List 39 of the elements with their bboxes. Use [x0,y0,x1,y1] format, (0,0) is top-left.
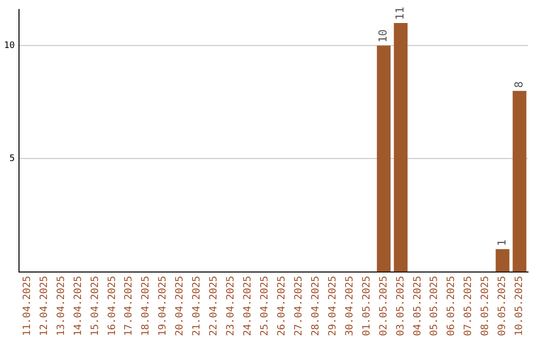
x-tick-label: 23.04.2025 [226,276,237,336]
bar [496,249,510,272]
data-label: 11 [394,6,407,20]
data-label: 8 [512,81,526,88]
x-tick-label: 15.04.2025 [90,276,101,336]
x-tick-label: 16.04.2025 [106,276,118,336]
x-tick-label: 24.04.2025 [242,276,254,336]
bar [512,90,526,272]
x-tick-label: 17.04.2025 [124,276,135,336]
x-tick-label: 26.04.2025 [276,276,288,336]
x-tick-label: 18.04.2025 [140,276,152,336]
y-tick-label: 5 [9,154,15,164]
x-tick-label: 05.05.2025 [429,276,440,336]
x-tick-label: 07.05.2025 [463,276,474,336]
x-tick-label: 22.04.2025 [208,276,220,336]
data-label: 1 [495,240,508,246]
x-tick-label: 08.05.2025 [480,276,492,336]
x-tick-label: 02.05.2025 [378,276,390,336]
x-tick-label: 27.04.2025 [293,276,304,336]
x-tick-label: 14.04.2025 [72,276,84,336]
x-tick-label: 06.05.2025 [446,276,458,336]
x-tick-label: 04.05.2025 [412,276,424,336]
x-tick-label: 11.04.2025 [22,276,33,336]
x-tick-label: 01.05.2025 [361,276,372,336]
x-tick-label: 28.04.2025 [310,276,322,336]
x-tick-label: 10.05.2025 [514,276,526,336]
x-tick-label: 25.04.2025 [260,276,271,336]
x-tick-label: 30.04.2025 [344,276,356,336]
x-tick-label: 09.05.2025 [497,276,508,336]
x-tick-label: 03.05.2025 [395,276,406,336]
x-tick-label: 29.04.2025 [327,276,338,336]
x-tick-label: 20.04.2025 [174,276,186,336]
x-tick-label: 12.04.2025 [38,276,50,336]
bar [394,22,408,272]
x-tick-label: 21.04.2025 [192,276,203,336]
x-tick-label: 19.04.2025 [158,276,169,336]
data-label: 10 [376,29,390,43]
x-tick-label: 13.04.2025 [56,276,67,336]
bar [376,46,391,272]
